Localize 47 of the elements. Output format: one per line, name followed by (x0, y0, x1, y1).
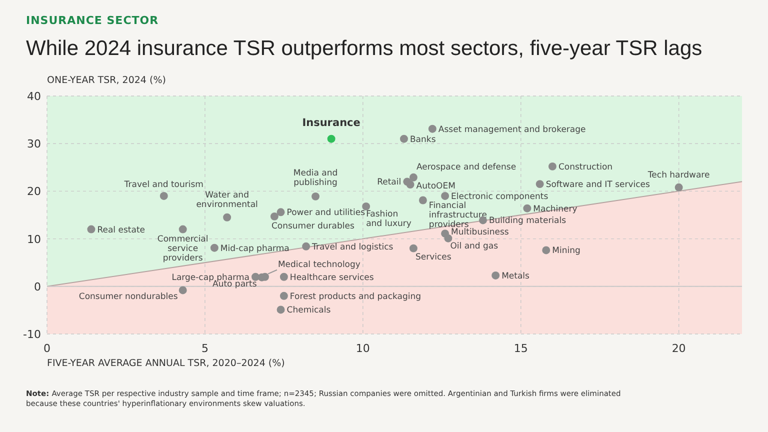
series-label: Healthcare services (290, 272, 374, 283)
series-label: Insurance (302, 116, 360, 129)
series-label: Consumer nondurables (78, 292, 178, 302)
series-label: Retail (377, 178, 402, 188)
series-label: Software and IT services (546, 180, 651, 190)
series-label: Multibusiness (451, 228, 510, 238)
series-label: Fashion and luxury (366, 209, 412, 229)
series-label: Travel and tourism (123, 180, 204, 190)
series-label: Medical technology (278, 260, 360, 270)
series-label: Metals (502, 271, 530, 282)
x-axis-title: FIVE-YEAR AVERAGE ANNUAL TSR, 2020–2024 (%) (47, 358, 285, 369)
series-label: Power and utilities (286, 208, 366, 218)
series-label: Commercial service providers (157, 234, 208, 264)
series-label: Asset management and brokerage (438, 124, 586, 135)
series-label: AutoOEM (416, 182, 456, 192)
series-label: Water and environmental (196, 190, 258, 210)
series-label: Chemicals (286, 306, 332, 316)
y-tick-label: 20 (27, 185, 41, 198)
series-label: Aerospace and defense (416, 162, 516, 172)
x-tick-label: 15 (514, 342, 528, 355)
series-label: Building materials (488, 216, 567, 226)
x-tick-label: 10 (356, 342, 370, 355)
y-tick-label: -10 (23, 328, 41, 341)
series-label: Tech hardware (646, 170, 710, 180)
y-tick-label: 40 (27, 90, 41, 103)
series-label: Real estate (97, 225, 146, 236)
chart-title: While 2024 insurance TSR outperforms most sectors, five-year TSR lags (26, 37, 702, 60)
series-label: Forest products and packaging (290, 292, 422, 302)
series-label: Consumer durables (271, 221, 355, 232)
chart-subtitle: INSURANCE SECTOR (26, 14, 159, 27)
series-label: Oil and gas (450, 241, 499, 252)
series-label: Services (415, 252, 452, 262)
y-tick-label: 30 (27, 138, 41, 151)
series-label: Machinery (533, 204, 578, 214)
x-tick-label: 0 (44, 342, 50, 355)
series-label: Travel and logistics (311, 242, 394, 252)
series-label: Mid-cap pharma (220, 244, 290, 254)
series-label: Media and publishing (293, 168, 338, 188)
y-tick-label: 0 (34, 280, 41, 294)
x-tick-label: 5 (201, 342, 208, 355)
x-tick-label: 20 (672, 342, 686, 355)
series-label: Electronic components (451, 192, 549, 202)
series-label: Mining (552, 246, 580, 256)
series-label: Construction (558, 162, 613, 172)
series-label: Banks (410, 134, 436, 145)
y-tick-label: 10 (27, 232, 41, 246)
y-axis-title: ONE-YEAR TSR, 2024 (%) (47, 75, 166, 86)
